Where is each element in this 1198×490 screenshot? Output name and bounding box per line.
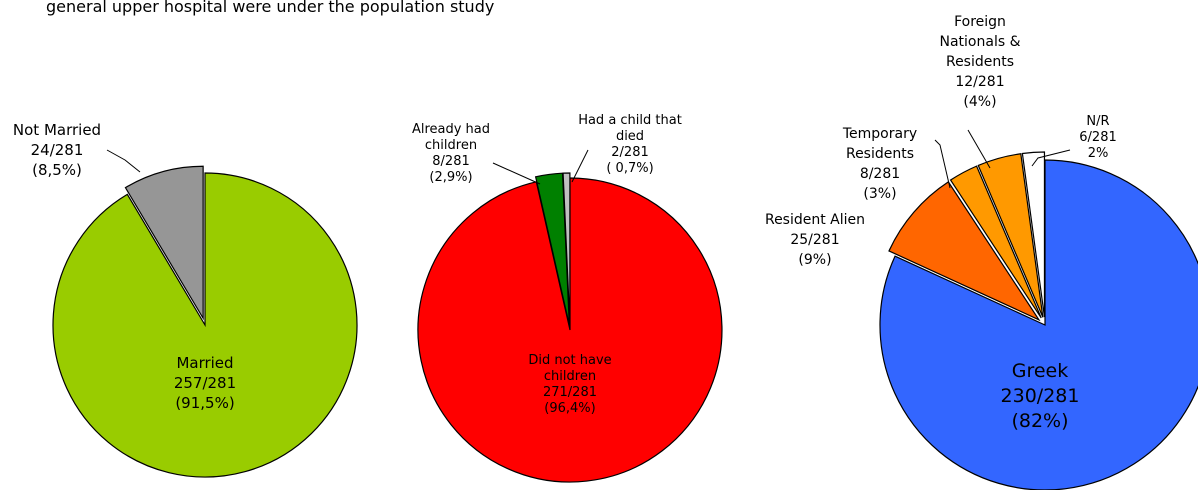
leader-line-temporary-residents	[934, 139, 951, 189]
leader-line-n-r	[1031, 149, 1071, 167]
data-label-resident-alien: Resident Alien 25/281 (9%)	[765, 212, 865, 268]
pie-slice-foreign-nationals-residents	[977, 153, 1044, 318]
pie-slice-did-not-have-children	[417, 177, 723, 483]
leader-line-not-married	[106, 149, 141, 173]
header-text: general upper hospital were under the po…	[46, 0, 494, 16]
data-label-already-had-children: Already had children 8/281 (2,9%)	[412, 122, 490, 185]
pie-slice-not-married	[124, 165, 204, 321]
pie-slice-temporary-residents	[949, 165, 1042, 319]
leader-line-had-a-child-that-died	[571, 149, 589, 183]
data-label-had-a-child-that-died: Had a child that died 2/281( 0,7%)	[578, 113, 682, 176]
data-label-foreign-nationals-residents: Foreign Nationals & Residents 12/281 (4%)	[940, 14, 1021, 110]
pie-chart-marital-status: Married 257/281 (91,5%) Not Married 24/281 (8…	[13, 121, 358, 478]
data-label-did-not-have-children: Did not have children 271/281 (96,4%)	[528, 353, 611, 416]
pie-chart-nationality: Greek 230/281 (82%) Resident Alien 25/281 (9%…	[765, 14, 1198, 490]
data-label-temporary-residents: Temporary Residents 8/281 (3%)	[842, 126, 917, 202]
pie-chart-children: Did not have children 271/281 (96,4%) Alread…	[412, 113, 723, 483]
pie-slice-married	[52, 172, 358, 478]
pie-slice-resident-alien	[888, 181, 1041, 322]
data-label-greek: Greek 230/281 (82%)	[1001, 360, 1080, 432]
data-label-married: Married 257/281 (91,5%)	[174, 354, 236, 412]
leader-line-foreign-nationals-residents	[967, 129, 991, 169]
pie-slice-n-r	[1021, 151, 1046, 318]
data-label-n-r: N/R 6/281 2%	[1079, 114, 1116, 161]
pie-slice-had-a-child-that-died	[562, 172, 571, 326]
pie-slice-greek	[879, 159, 1198, 490]
data-label-not-married: Not Married 24/281 (8,5%)	[13, 121, 101, 179]
leader-line-already-had-children	[492, 162, 541, 185]
